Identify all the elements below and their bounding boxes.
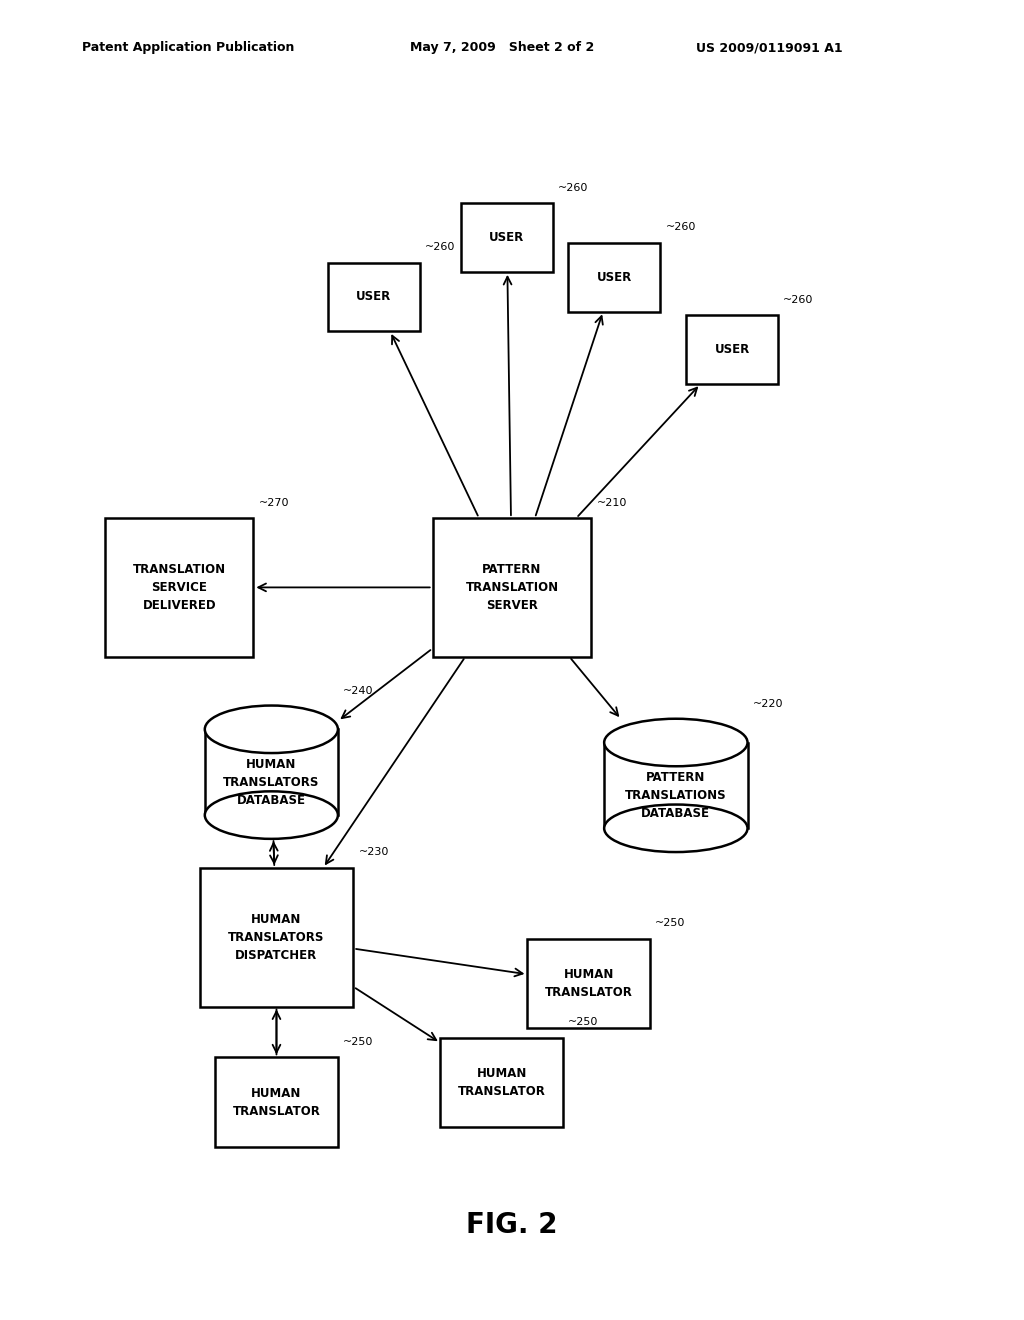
Text: ~240: ~240 bbox=[343, 685, 374, 696]
Text: ~210: ~210 bbox=[596, 498, 627, 507]
Text: FIG. 2: FIG. 2 bbox=[466, 1210, 558, 1239]
Text: May 7, 2009   Sheet 2 of 2: May 7, 2009 Sheet 2 of 2 bbox=[410, 41, 594, 54]
Text: HUMAN
TRANSLATORS
DATABASE: HUMAN TRANSLATORS DATABASE bbox=[223, 758, 319, 808]
Text: ~250: ~250 bbox=[343, 1036, 374, 1047]
Text: ~250: ~250 bbox=[568, 1016, 599, 1027]
Text: ~260: ~260 bbox=[666, 222, 696, 232]
Bar bbox=[104, 517, 254, 656]
Text: HUMAN
TRANSLATOR: HUMAN TRANSLATOR bbox=[545, 968, 633, 999]
Text: TRANSLATION
SERVICE
DELIVERED: TRANSLATION SERVICE DELIVERED bbox=[133, 562, 225, 612]
Text: ~260: ~260 bbox=[783, 294, 814, 305]
Bar bbox=[200, 869, 353, 1006]
Bar bbox=[686, 315, 778, 384]
Bar bbox=[215, 1057, 338, 1147]
Bar bbox=[527, 939, 650, 1028]
Text: ~270: ~270 bbox=[258, 498, 289, 507]
Text: ~250: ~250 bbox=[655, 917, 686, 928]
Bar bbox=[432, 517, 592, 656]
Text: USER: USER bbox=[489, 231, 524, 244]
Text: HUMAN
TRANSLATORS
DISPATCHER: HUMAN TRANSLATORS DISPATCHER bbox=[228, 912, 325, 962]
Bar bbox=[604, 742, 748, 829]
Bar bbox=[568, 243, 660, 312]
Bar bbox=[205, 729, 338, 816]
Ellipse shape bbox=[604, 804, 748, 853]
Text: ~230: ~230 bbox=[358, 847, 389, 858]
Text: USER: USER bbox=[597, 271, 632, 284]
Text: ~220: ~220 bbox=[753, 698, 783, 709]
Text: HUMAN
TRANSLATOR: HUMAN TRANSLATOR bbox=[232, 1086, 321, 1118]
Text: ~260: ~260 bbox=[425, 242, 456, 252]
Bar bbox=[440, 1038, 563, 1127]
Text: USER: USER bbox=[715, 343, 750, 356]
Bar bbox=[328, 263, 420, 331]
Text: US 2009/0119091 A1: US 2009/0119091 A1 bbox=[696, 41, 843, 54]
Text: USER: USER bbox=[356, 290, 391, 304]
Text: PATTERN
TRANSLATIONS
DATABASE: PATTERN TRANSLATIONS DATABASE bbox=[625, 771, 727, 821]
Text: Patent Application Publication: Patent Application Publication bbox=[82, 41, 294, 54]
Ellipse shape bbox=[205, 705, 338, 752]
Text: HUMAN
TRANSLATOR: HUMAN TRANSLATOR bbox=[458, 1067, 546, 1098]
Text: ~260: ~260 bbox=[558, 182, 589, 193]
Ellipse shape bbox=[604, 718, 748, 766]
Text: PATTERN
TRANSLATION
SERVER: PATTERN TRANSLATION SERVER bbox=[466, 562, 558, 612]
Bar bbox=[461, 203, 553, 272]
Ellipse shape bbox=[205, 792, 338, 840]
